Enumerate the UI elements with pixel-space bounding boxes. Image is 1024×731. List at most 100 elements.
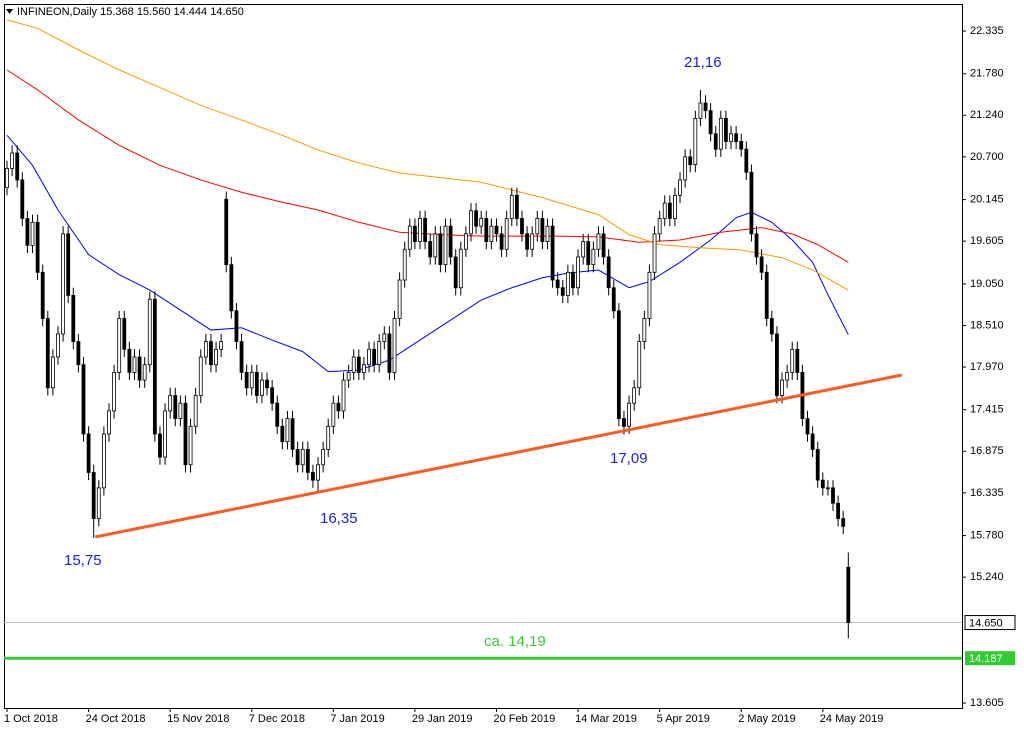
candle-body [209, 341, 213, 366]
candle-body [295, 448, 300, 466]
candle-body [596, 233, 601, 250]
x-tick-label: 7 Jan 2019 [330, 713, 384, 725]
candle-body [453, 256, 458, 289]
candle-body [336, 402, 341, 412]
candle-body [428, 241, 433, 258]
candle-body [647, 271, 652, 319]
y-tick-label: 13.605 [970, 697, 1004, 709]
candle-body [576, 256, 580, 289]
candle-body [178, 402, 183, 419]
annotation: 15,75 [64, 552, 102, 569]
candle-body [86, 433, 91, 473]
y-tick-label: 17.415 [970, 404, 1004, 416]
price-line-label: 14.650 [969, 617, 1003, 629]
x-tick-label: 7 Dec 2018 [249, 713, 305, 725]
candle-body [397, 279, 402, 319]
candle-body [662, 202, 667, 219]
annotation: 21,16 [684, 54, 722, 71]
candle-body [188, 425, 193, 466]
candle-body [270, 387, 275, 404]
candle-body [341, 379, 346, 412]
candle-body [50, 356, 55, 389]
candle-body [10, 152, 15, 169]
candle-body [520, 218, 524, 235]
candle-body [387, 333, 392, 373]
candle-body [127, 348, 132, 373]
trendline [94, 373, 903, 539]
candle-body [484, 218, 489, 242]
chart-title: INFINEON,Daily 15.368 15.560 14.444 14.6… [17, 6, 244, 18]
candle-body [372, 348, 377, 366]
candle-body [260, 379, 264, 396]
menu-arrow[interactable] [6, 9, 13, 14]
candle-body [367, 348, 371, 366]
candle-body [657, 218, 662, 235]
x-tick-label: 14 Mar 2019 [575, 713, 637, 725]
y-tick-label: 19.050 [970, 278, 1004, 290]
candle-body [122, 318, 127, 350]
candle-body [229, 264, 234, 312]
candle-body [759, 256, 764, 273]
candle-body [311, 472, 315, 481]
candle-body [137, 356, 142, 381]
candle-body [775, 333, 779, 396]
candle-body [402, 248, 407, 281]
x-tick-label: 15 Nov 2018 [167, 713, 229, 725]
candle-body [616, 310, 621, 419]
candle-body [826, 487, 830, 490]
candle-body [407, 225, 412, 250]
level-line-label-box [965, 651, 1015, 666]
candle-body [820, 479, 825, 489]
candle-body [30, 221, 35, 246]
candle-body [836, 502, 841, 520]
candle-body [831, 487, 835, 504]
candle-body [438, 233, 443, 266]
y-tick-label: 15.240 [970, 571, 1004, 583]
candle-body [305, 448, 310, 473]
candle-body [581, 241, 586, 258]
candle-body [601, 233, 606, 258]
candle-body [790, 348, 795, 373]
candle-body [555, 279, 560, 289]
candle-body [780, 379, 784, 396]
candle-body [152, 298, 157, 435]
candle-body [418, 218, 422, 242]
candle-body [433, 233, 438, 258]
candle-body [163, 410, 167, 458]
candle-body [509, 194, 514, 219]
candle-body [683, 156, 688, 181]
candle-body [234, 310, 239, 343]
candle-body [356, 356, 361, 373]
candle-body [351, 356, 356, 373]
candle-body [300, 448, 305, 466]
x-tick-label: 2 May 2019 [738, 713, 795, 725]
candle-body [142, 364, 147, 381]
candle-body [530, 233, 535, 250]
candle-body [708, 110, 713, 135]
candle-body [249, 371, 254, 389]
candle-body [224, 198, 229, 266]
candle-body [769, 318, 774, 335]
candle-body [107, 410, 111, 435]
candle-body [290, 418, 295, 450]
candle-body [489, 225, 494, 242]
candle-body [764, 271, 769, 319]
moving-average [6, 19, 849, 291]
candle-body [458, 248, 463, 289]
x-tick-label: 24 May 2019 [820, 713, 884, 725]
candle-body [382, 333, 387, 343]
candle-body [632, 387, 637, 404]
candle-body [565, 271, 570, 296]
candle-body [810, 433, 815, 450]
candle-body [463, 233, 468, 250]
candle-body [504, 218, 509, 250]
candle-body [392, 318, 397, 373]
candle-body [815, 448, 820, 481]
candle-body [586, 241, 591, 266]
candle-body [413, 225, 417, 242]
candle-body [81, 364, 86, 435]
candle-body [35, 221, 40, 273]
candle-body [40, 271, 45, 319]
candle-body [479, 218, 484, 227]
x-tick-label: 1 Oct 2018 [4, 713, 58, 725]
